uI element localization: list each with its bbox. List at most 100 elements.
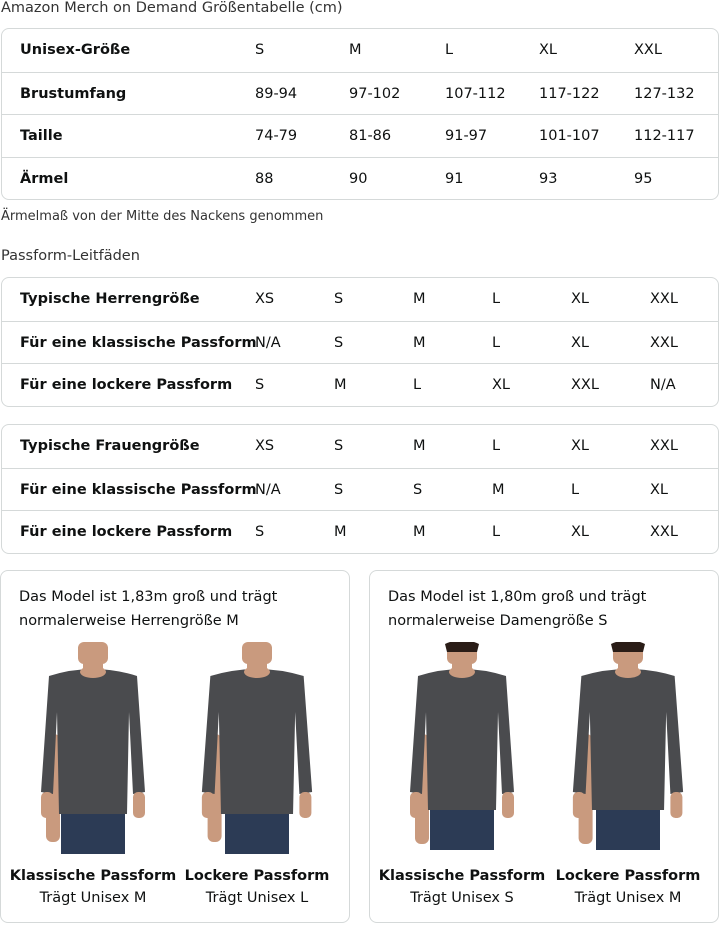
table-row: Typische Frauengröße XS S M L XL XXL <box>2 425 718 468</box>
table-cell: N/A <box>255 481 281 498</box>
row-header: Für eine klassische Passform <box>20 334 257 351</box>
table-cell: 97-102 <box>349 85 401 102</box>
table-cell: XXL <box>650 524 678 540</box>
female-model-photo <box>563 640 693 854</box>
table-cell: L <box>492 524 501 540</box>
table-cell: XXL <box>650 438 678 454</box>
table-cell: 127-132 <box>634 85 695 102</box>
table-cell: XXL <box>634 42 662 58</box>
table-cell: S <box>255 524 265 540</box>
table-cell: 93 <box>539 170 558 187</box>
female-model-photo <box>397 640 527 854</box>
women-model-description: Das Model ist 1,80m groß und trägt norma… <box>388 589 647 629</box>
men-model-description: Das Model ist 1,83m groß und trägt norma… <box>19 589 278 629</box>
row-header: Brustumfang <box>20 85 127 102</box>
table-cell: XS <box>255 438 275 454</box>
table-cell: N/A <box>255 334 281 351</box>
table-cell: XL <box>571 334 590 351</box>
table-cell: 91-97 <box>445 128 488 144</box>
table-cell: N/A <box>650 377 676 393</box>
table-cell: XL <box>650 481 669 498</box>
male-model-photo <box>28 642 158 854</box>
page-title: Amazon Merch on Demand Größentabelle (cm… <box>1 0 343 16</box>
table-cell: L <box>571 481 580 498</box>
row-header: Typische Frauengröße <box>20 438 200 454</box>
table-cell: 117-122 <box>539 85 600 102</box>
table-cell: S <box>334 291 344 307</box>
table-cell: XS <box>255 291 275 307</box>
male-model-photo <box>192 642 322 854</box>
table-cell: M <box>349 42 362 58</box>
fit-name: Klassische Passform <box>378 868 546 884</box>
sleeve-note: Ärmelmaß von der Mitte des Nackens genom… <box>1 209 324 224</box>
table-cell: L <box>492 334 501 351</box>
table-cell: XL <box>571 291 590 307</box>
fit-caption: Lockere Passform Trägt Unisex M <box>543 865 713 909</box>
table-cell: XL <box>571 524 590 540</box>
table-cell: XL <box>492 377 511 393</box>
table-cell: L <box>413 377 422 393</box>
table-cell: S <box>334 438 344 454</box>
table-row: Typische Herrengröße XS S M L XL XXL <box>2 278 718 321</box>
table-cell: M <box>413 334 426 351</box>
table-cell: 90 <box>349 170 368 187</box>
fit-name: Klassische Passform <box>9 868 177 884</box>
unisex-size-table: Unisex-Größe S M L XL XXL Brustumfang 89-94 97-1… <box>1 28 719 200</box>
size-worn: Trägt Unisex L <box>205 890 309 906</box>
fit-guide-title: Passform-Leitfäden <box>1 248 140 264</box>
table-row: Für eine lockere Passform S M M L XL XXL <box>2 510 718 553</box>
table-cell: L <box>492 438 501 454</box>
row-header: Typische Herrengröße <box>20 291 200 307</box>
table-cell: S <box>255 42 265 58</box>
table-cell: 95 <box>634 170 653 187</box>
size-worn: Trägt Unisex M <box>574 890 682 906</box>
row-header: Unisex-Größe <box>20 42 131 58</box>
table-cell: M <box>413 438 426 454</box>
table-cell: M <box>334 524 347 540</box>
table-cell: S <box>413 481 423 498</box>
men-model-card: Das Model ist 1,83m groß und trägt norma… <box>0 570 350 923</box>
fit-caption: Klassische Passform Trägt Unisex S <box>377 865 547 909</box>
table-cell: 74-79 <box>255 128 298 144</box>
table-cell: 112-117 <box>634 128 695 144</box>
table-cell: L <box>445 42 454 58</box>
table-cell: L <box>492 291 501 307</box>
table-cell: XXL <box>650 291 678 307</box>
table-row: Taille 74-79 81-86 91-97 101-107 112-117 <box>2 114 718 157</box>
table-cell: M <box>334 377 347 393</box>
table-cell: 81-86 <box>349 128 392 144</box>
row-header: Für eine klassische Passform <box>20 481 257 498</box>
table-row: Brustumfang 89-94 97-102 107-112 117-122 127-… <box>2 71 718 115</box>
row-header: Taille <box>20 128 63 144</box>
table-cell: 107-112 <box>445 85 506 102</box>
table-cell: M <box>492 481 505 498</box>
table-row: Für eine lockere Passform S M L XL XXL N/A <box>2 363 718 406</box>
size-worn: Trägt Unisex M <box>39 890 147 906</box>
table-cell: M <box>413 291 426 307</box>
table-cell: 88 <box>255 170 274 187</box>
table-row: Für eine klassische Passform N/A S M L XL XXL <box>2 320 718 364</box>
table-cell: 89-94 <box>255 85 298 102</box>
table-cell: S <box>334 334 344 351</box>
table-cell: S <box>255 377 265 393</box>
fit-caption: Klassische Passform Trägt Unisex M <box>8 865 178 909</box>
row-header: Ärmel <box>20 170 69 187</box>
table-cell: XL <box>539 42 558 58</box>
table-cell: 91 <box>445 170 464 187</box>
table-cell: S <box>334 481 344 498</box>
women-fit-table: Typische Frauengröße XS S M L XL XXL Für eine k… <box>1 424 719 554</box>
table-row: Ärmel 88 90 91 93 95 <box>2 156 718 200</box>
fit-name: Lockere Passform <box>184 868 330 884</box>
table-cell: M <box>413 524 426 540</box>
row-header: Für eine lockere Passform <box>20 524 233 540</box>
table-cell: XXL <box>571 377 599 393</box>
men-fit-table: Typische Herrengröße XS S M L XL XXL Für eine k… <box>1 277 719 407</box>
table-cell: 101-107 <box>539 128 600 144</box>
fit-name: Lockere Passform <box>555 868 701 884</box>
size-worn: Trägt Unisex S <box>410 890 514 906</box>
table-cell: XXL <box>650 334 678 351</box>
women-model-card: Das Model ist 1,80m groß und trägt norma… <box>369 570 719 923</box>
table-row: Unisex-Größe S M L XL XXL <box>2 29 718 72</box>
table-cell: XL <box>571 438 590 454</box>
fit-caption: Lockere Passform Trägt Unisex L <box>172 865 342 909</box>
